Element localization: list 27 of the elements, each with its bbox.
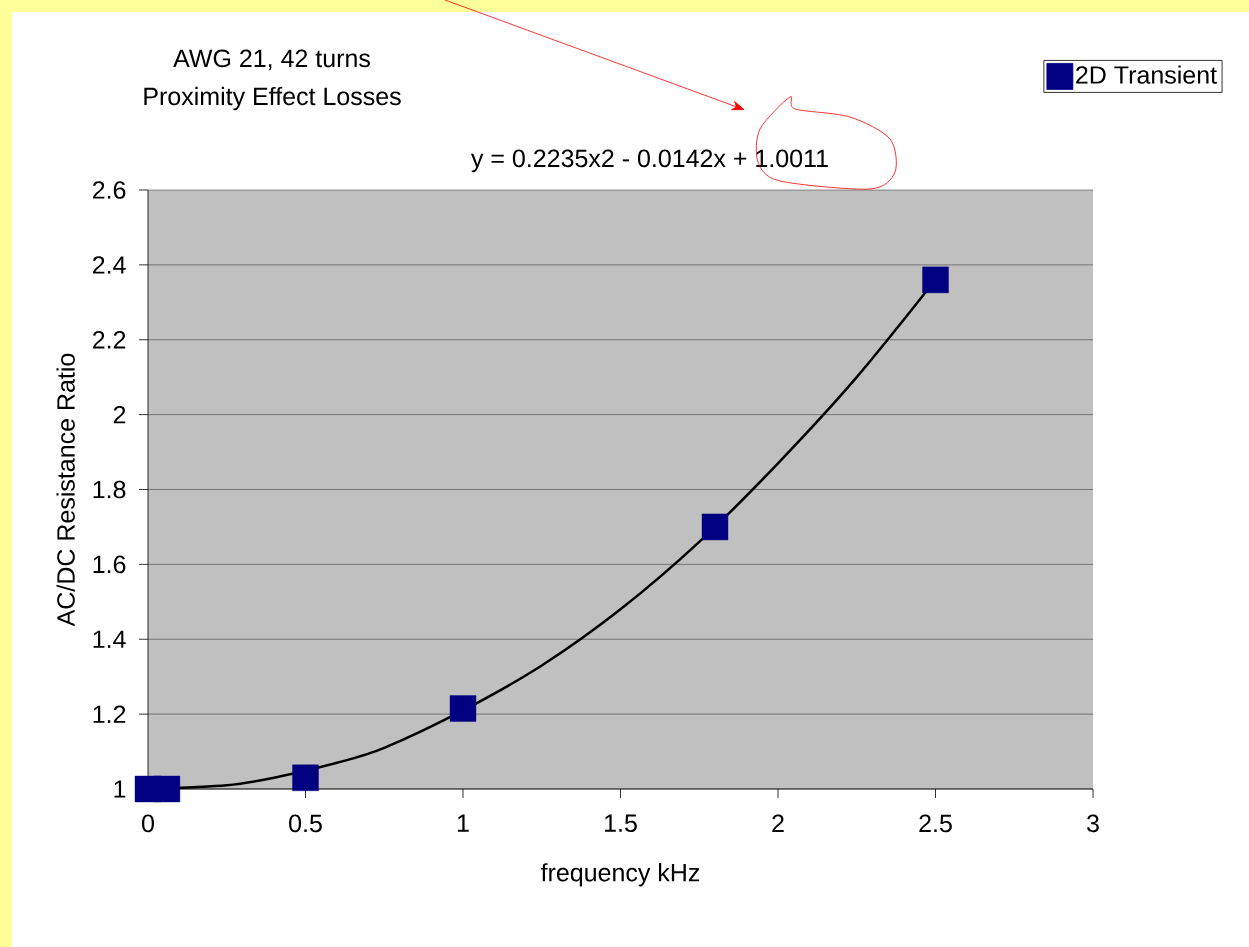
x-axis-title: frequency kHz bbox=[540, 863, 700, 887]
y-tick-label: 2.2 bbox=[92, 331, 126, 349]
text: y = 0.2235x2 - 0.0142x + 1.0011 bbox=[471, 149, 828, 173]
point bbox=[292, 764, 319, 791]
x-tick-label: 2 bbox=[772, 814, 784, 832]
y-tick-label: 1.4 bbox=[93, 630, 126, 648]
y-tick-label: 2 bbox=[113, 405, 126, 424]
point bbox=[153, 775, 181, 803]
y-tick-label: 1.8 bbox=[93, 480, 126, 499]
x-tick-label: 1.5 bbox=[605, 814, 637, 832]
y-tick-label: 2.4 bbox=[92, 256, 126, 274]
x-tick-label: 1 bbox=[457, 814, 469, 832]
x-tick-label: 2.5 bbox=[919, 814, 952, 833]
chart-subtitle: Proximity Effect Losses bbox=[144, 86, 401, 111]
x-tick-label: 0 bbox=[142, 814, 154, 833]
legend-label: 2D Transient bbox=[1076, 65, 1217, 84]
y-tick-label: 1 bbox=[114, 780, 126, 798]
y-tick-label: 2.6 bbox=[92, 181, 126, 199]
x-tick-label: 0.5 bbox=[289, 814, 322, 833]
chart-title: AWG 21, 42 turns bbox=[173, 49, 370, 71]
y-tick-label: 1.6 bbox=[93, 555, 126, 574]
x-tick-label: 3 bbox=[1087, 814, 1099, 833]
point bbox=[449, 695, 477, 722]
point bbox=[701, 513, 729, 541]
y-axis-title: AC/DC Resistance Ratio bbox=[56, 353, 75, 627]
y-tick-label: 1.2 bbox=[93, 705, 126, 723]
point bbox=[922, 266, 949, 294]
